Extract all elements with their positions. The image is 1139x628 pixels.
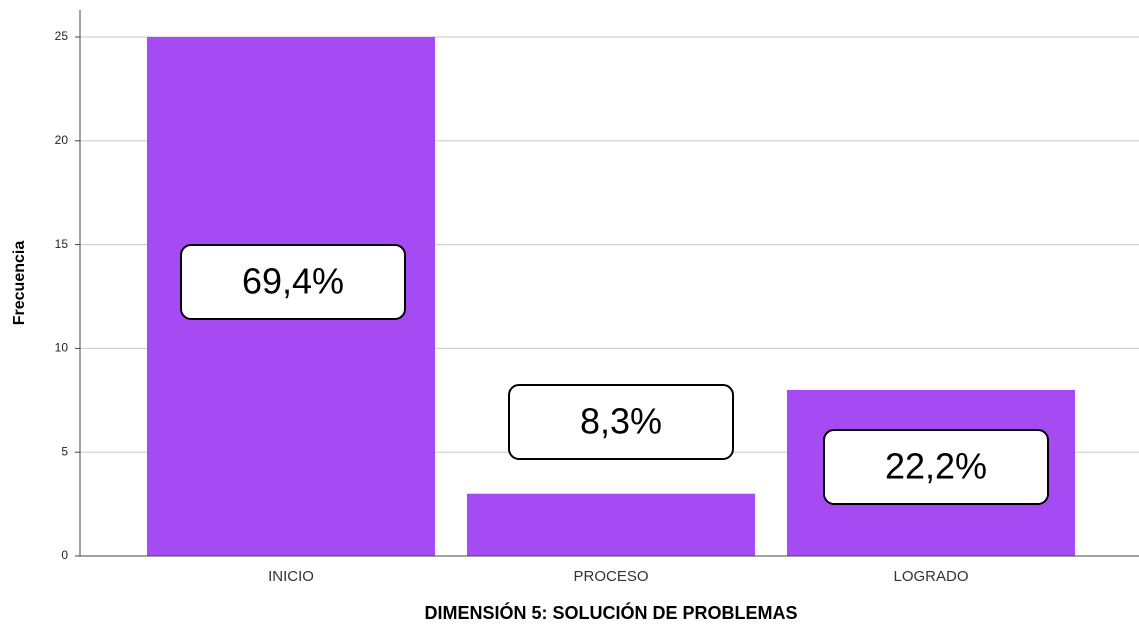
y-tick-label: 10 (55, 341, 69, 355)
annotation-box (508, 384, 734, 460)
annotation: 8,3% (580, 401, 662, 442)
x-tick-label: INICIO (268, 568, 314, 585)
bar (467, 493, 755, 556)
annotation: 69,4% (242, 261, 344, 302)
y-axis-label: Frecuencia (11, 241, 28, 326)
x-axis-label: DIMENSIÓN 5: SOLUCIÓN DE PROBLEMAS (424, 602, 797, 623)
annotation-box (180, 244, 406, 320)
y-tick-label: 5 (61, 444, 68, 458)
x-tick-label: PROCESO (573, 568, 648, 585)
y-tick-label: 0 (61, 548, 68, 562)
annotation: 22,2% (885, 446, 987, 487)
y-tick-label: 15 (55, 237, 69, 251)
y-tick-label: 25 (55, 29, 69, 43)
annotation-box (823, 429, 1049, 505)
y-tick-label: 20 (55, 133, 69, 147)
x-tick-label: LOGRADO (893, 568, 968, 585)
